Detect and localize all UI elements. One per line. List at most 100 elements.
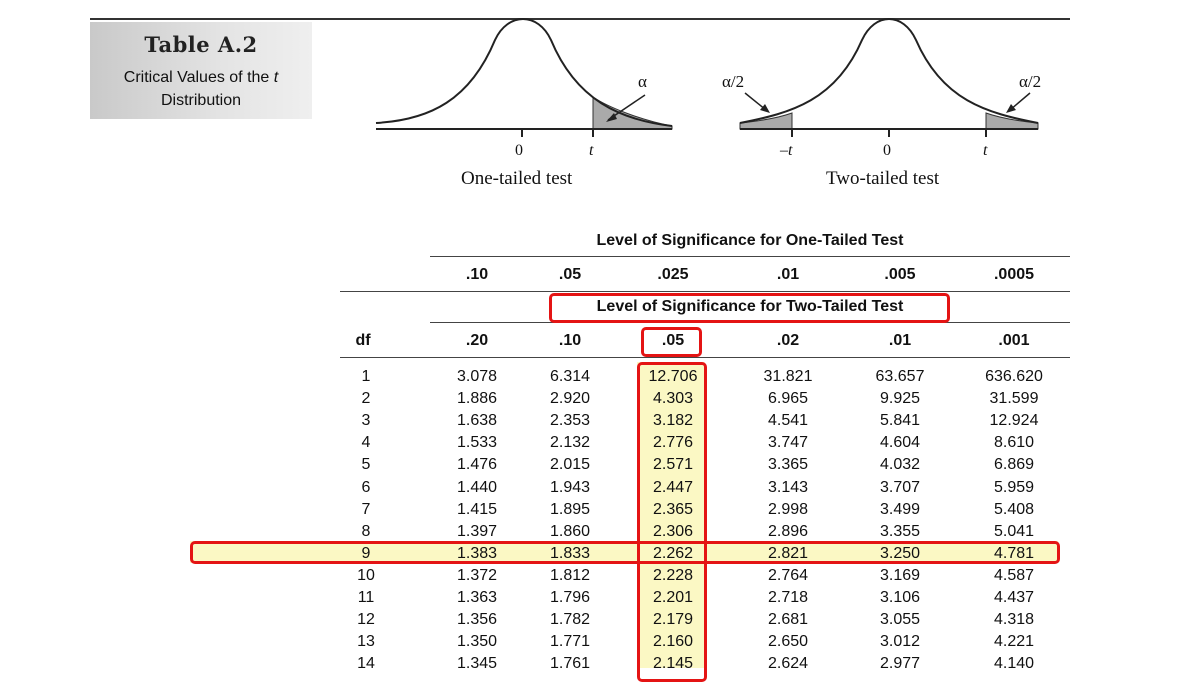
value-cell: 5.959 (993, 479, 1035, 496)
value-cell: 2.624 (767, 655, 809, 672)
one-tailed-level-1: .05 (558, 266, 582, 283)
value-cell: 1.782 (549, 611, 591, 628)
df-cell: 5 (361, 456, 371, 473)
value-cell: 3.707 (879, 479, 921, 496)
df-cell: 4 (361, 434, 371, 451)
value-cell: 2.132 (549, 434, 591, 451)
value-cell: 2.353 (549, 412, 591, 429)
value-cell: 2.776 (652, 434, 694, 451)
df-cell: 2 (361, 390, 371, 407)
value-cell: 1.397 (456, 523, 498, 540)
df-cell: 9 (361, 545, 371, 562)
value-cell: 3.106 (879, 589, 921, 606)
df-cell: 6 (361, 479, 371, 496)
value-cell: 1.886 (456, 390, 498, 407)
value-cell: 1.476 (456, 456, 498, 473)
df-cell: 10 (357, 567, 375, 584)
df-cell: 8 (361, 523, 371, 540)
value-cell: 2.306 (652, 523, 694, 540)
value-cell: 2.896 (767, 523, 809, 540)
value-cell: 4.587 (993, 567, 1035, 584)
value-cell: 1.833 (549, 545, 591, 562)
value-cell: 3.365 (767, 456, 809, 473)
table-title-box: Table A.2 Critical Values of the t Distr… (90, 22, 312, 119)
one-tailed-level-0: .10 (465, 266, 489, 283)
one-tailed-level-4: .005 (884, 266, 916, 283)
value-cell: 12.706 (648, 368, 698, 385)
one-tailed-caption: One-tailed test (461, 168, 573, 189)
value-cell: 4.437 (993, 589, 1035, 606)
value-cell: 4.318 (993, 611, 1035, 628)
highlight-row-fill (190, 541, 1058, 563)
value-cell: 1.812 (549, 567, 591, 584)
value-cell: 3.182 (652, 412, 694, 429)
two-tailed-heading-highlight (549, 293, 950, 323)
value-cell: 1.895 (549, 501, 591, 518)
one-tailed-curve (375, 18, 673, 137)
two-tailed-level-4: .01 (888, 332, 912, 349)
value-cell: 2.571 (652, 456, 694, 473)
rule-header-bottom (340, 357, 1070, 358)
value-cell: 4.604 (879, 434, 921, 451)
one-tailed-level-2: .025 (657, 266, 689, 283)
value-cell: 2.228 (652, 567, 694, 584)
value-cell: 1.796 (549, 589, 591, 606)
value-cell: 2.201 (652, 589, 694, 606)
two-tailed-heading: Level of Significance for Two-Tailed Tes… (596, 298, 904, 315)
value-cell: 1.383 (456, 545, 498, 562)
df-cell: 14 (357, 655, 375, 672)
value-cell: 2.998 (767, 501, 809, 518)
one-tailed-zero-label: 0 (515, 142, 523, 159)
value-cell: 3.078 (456, 368, 498, 385)
two-tailed-curve (739, 18, 1039, 137)
value-cell: 2.920 (549, 390, 591, 407)
df-9-row-highlight (190, 541, 1060, 564)
value-cell: 4.140 (993, 655, 1035, 672)
one-tailed-rejection-region (592, 96, 673, 130)
value-cell: 2.977 (879, 655, 921, 672)
value-cell: 2.764 (767, 567, 809, 584)
alpha-half-right-label: α/2 (1019, 72, 1042, 91)
df-header: df (355, 332, 371, 349)
value-cell: 3.143 (767, 479, 809, 496)
value-cell: 3.250 (879, 545, 921, 562)
value-cell: 3.499 (879, 501, 921, 518)
value-cell: 1.638 (456, 412, 498, 429)
one-tailed-heading: Level of Significance for One-Tailed Tes… (596, 232, 904, 249)
value-cell: 6.965 (767, 390, 809, 407)
df-cell: 7 (361, 501, 371, 518)
two-tailed-level-2: .05 (661, 332, 685, 349)
value-cell: 2.365 (652, 501, 694, 518)
value-cell: 1.363 (456, 589, 498, 606)
one-tailed-level-5: .0005 (993, 266, 1035, 283)
value-cell: 2.650 (767, 633, 809, 650)
value-cell: 2.179 (652, 611, 694, 628)
df-cell: 13 (357, 633, 375, 650)
value-cell: 3.355 (879, 523, 921, 540)
one-tailed-level-3: .01 (776, 266, 800, 283)
value-cell: 4.221 (993, 633, 1035, 650)
value-cell: 31.599 (989, 390, 1039, 407)
table-subtitle: Critical Values of the t Distribution (123, 69, 279, 109)
value-cell: 2.015 (549, 456, 591, 473)
value-cell: 4.032 (879, 456, 921, 473)
two-tailed-caption: Two-tailed test (826, 168, 940, 189)
value-cell: 1.761 (549, 655, 591, 672)
rule-one-tailed (430, 256, 1070, 257)
value-cell: 4.303 (652, 390, 694, 407)
value-cell: 63.657 (875, 368, 925, 385)
value-cell: 2.718 (767, 589, 809, 606)
df-cell: 11 (357, 589, 375, 606)
alpha-half-left-label: α/2 (722, 72, 745, 91)
two-tailed-neg-t-label: –t (780, 142, 793, 159)
value-cell: 1.533 (456, 434, 498, 451)
value-cell: 4.781 (993, 545, 1035, 562)
value-cell: 6.314 (549, 368, 591, 385)
table-title: Table A.2 (144, 32, 258, 57)
value-cell: 5.408 (993, 501, 1035, 518)
value-cell: 9.925 (879, 390, 921, 407)
value-cell: 1.860 (549, 523, 591, 540)
value-cell: 1.440 (456, 479, 498, 496)
top-rule (90, 18, 1070, 20)
one-tailed-t-label: t (589, 142, 594, 159)
